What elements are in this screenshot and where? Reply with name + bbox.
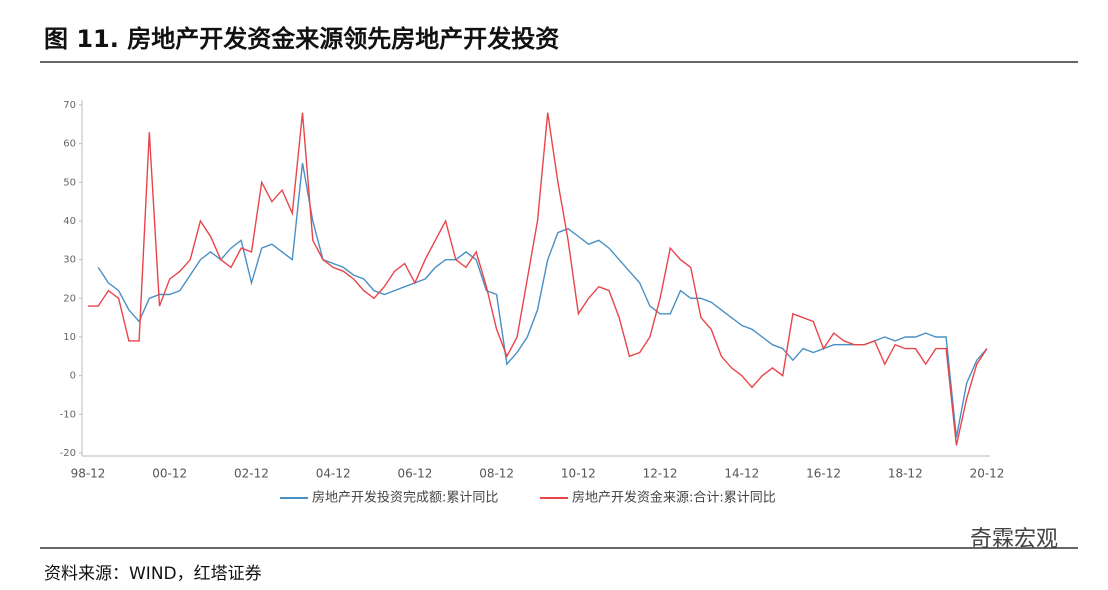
x-tick-label: 98-12	[71, 467, 106, 481]
y-tick-label: 10	[63, 332, 76, 343]
y-tick-label: 0	[70, 371, 76, 382]
y-tick-label: 20	[63, 293, 76, 304]
y-tick-label: 50	[63, 177, 76, 188]
chart-title: 图 11. 房地产开发资金来源领先房地产开发投资	[44, 25, 559, 53]
x-tick-label: 00-12	[152, 467, 187, 481]
legend-label: 房地产开发资金来源:合计:累计同比	[572, 490, 776, 506]
x-tick-label: 18-12	[888, 467, 923, 481]
y-tick-label: 60	[63, 139, 76, 150]
y-tick-label: 30	[63, 255, 76, 266]
y-tick-label: 40	[63, 216, 76, 227]
x-tick-label: 16-12	[806, 467, 841, 481]
x-tick-label: 20-12	[970, 467, 1005, 481]
series-line	[97, 162, 988, 438]
x-tick-label: 14-12	[724, 467, 759, 481]
legend-label: 房地产开发投资完成额:累计同比	[312, 490, 498, 506]
watermark: 奇霖宏观	[970, 527, 1058, 552]
x-tick-label: 02-12	[234, 467, 269, 481]
y-tick-label: 70	[63, 100, 76, 111]
x-tick-label: 12-12	[643, 467, 678, 481]
y-tick-label: -10	[60, 409, 76, 420]
x-tick-label: 08-12	[479, 467, 514, 481]
x-tick-label: 06-12	[397, 467, 432, 481]
x-tick-label: 04-12	[316, 467, 351, 481]
series-line	[88, 112, 988, 446]
y-tick-label: -20	[60, 448, 76, 459]
x-tick-label: 10-12	[561, 467, 596, 481]
source-note: 资料来源：WIND，红塔证券	[44, 564, 262, 584]
